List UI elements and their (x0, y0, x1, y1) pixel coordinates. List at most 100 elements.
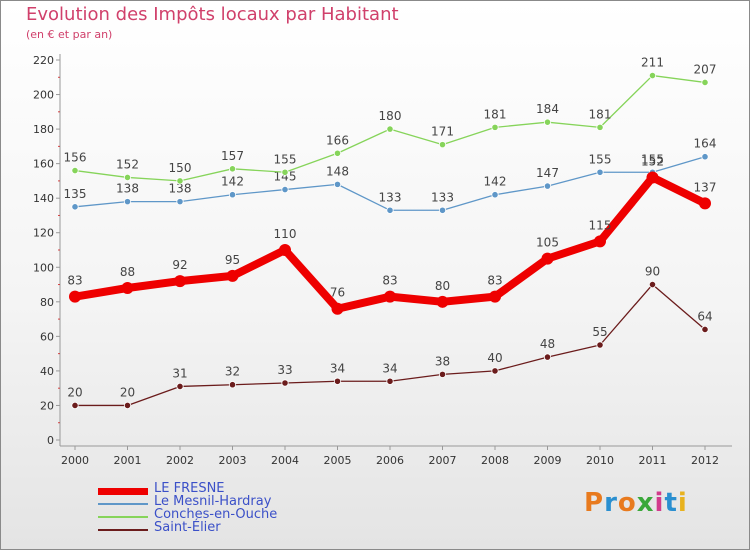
x-tick-label: 2008 (481, 454, 509, 467)
series-point-0 (226, 269, 239, 282)
series-point-0 (174, 275, 186, 288)
series-point-2 (228, 165, 237, 173)
data-label-0: 110 (274, 227, 297, 241)
x-tick-label: 2001 (114, 454, 142, 467)
data-label-1: 142 (221, 175, 244, 189)
data-label-0: 152 (641, 154, 664, 168)
data-label-2: 171 (431, 125, 454, 139)
data-label-1: 142 (484, 175, 507, 189)
data-label-2: 181 (589, 107, 612, 121)
chart-title: Evolution des Impôts locaux par Habitant (26, 4, 399, 25)
legend-label: Saint-Élier (154, 520, 221, 535)
series-line-3 (75, 283, 706, 407)
data-label-0: 92 (172, 258, 187, 272)
legend-label: Le Mesnil-Hardray (154, 494, 272, 509)
y-tick-label: 120 (33, 227, 54, 240)
data-label-1: 135 (64, 187, 87, 201)
data-label-2: 211 (641, 56, 664, 70)
series-point-2 (386, 125, 394, 133)
data-label-0: 115 (589, 218, 612, 232)
series-point-0 (699, 197, 711, 210)
legend-label: Conches-en-Ouche (154, 507, 278, 522)
legend-item: Saint-Élier (98, 520, 358, 537)
series-point-3 (176, 382, 184, 391)
data-label-2: 157 (221, 149, 244, 163)
series-point-3 (491, 367, 499, 375)
series-point-3 (333, 377, 342, 385)
series-point-0 (541, 252, 554, 265)
data-label-1: 164 (694, 137, 717, 151)
y-tick-label: 180 (33, 123, 54, 136)
data-label-1: 155 (589, 152, 612, 166)
data-label-2: 152 (116, 157, 139, 171)
legend-item: LE FRESNE (98, 481, 358, 498)
series-point-0 (489, 290, 501, 303)
legend-swatch (98, 503, 148, 505)
series-point-2 (701, 78, 709, 87)
data-label-0: 76 (330, 286, 345, 300)
x-tick-label: 2000 (61, 454, 89, 467)
y-tick-label: 220 (33, 54, 54, 67)
data-label-3: 31 (172, 366, 187, 380)
data-label-2: 156 (64, 151, 87, 165)
series-point-1 (491, 191, 499, 199)
series-point-3 (543, 353, 552, 361)
legend-swatch (98, 516, 148, 518)
chart-subtitle: (en € et par an) (26, 28, 113, 41)
legend-swatch (98, 529, 148, 531)
logo-letter: i (654, 488, 665, 518)
series-point-2 (281, 168, 289, 176)
series-point-0 (331, 302, 344, 315)
legend-item: Le Mesnil-Hardray (98, 494, 358, 511)
data-label-3: 20 (67, 385, 82, 399)
data-label-3: 90 (645, 265, 660, 279)
data-label-2: 155 (274, 152, 297, 166)
data-label-1: 138 (169, 182, 192, 196)
y-tick-label: 20 (40, 399, 54, 412)
series-point-1 (281, 185, 289, 194)
series-point-0 (279, 244, 291, 256)
data-label-3: 64 (697, 309, 712, 323)
series-point-0 (121, 282, 134, 294)
data-label-0: 88 (120, 265, 135, 279)
series-point-3 (701, 325, 709, 334)
logo-letter: x (636, 488, 655, 518)
series-point-3 (228, 381, 237, 389)
series-point-1 (701, 153, 709, 161)
data-label-2: 150 (169, 161, 192, 175)
data-label-1: 155 (641, 152, 664, 166)
y-tick-label: 200 (33, 89, 54, 102)
y-tick-label: 100 (33, 261, 54, 274)
series-point-2 (176, 177, 184, 185)
logo-letter: o (617, 488, 637, 518)
logo-letter: t (664, 488, 678, 518)
data-label-0: 80 (435, 279, 450, 293)
series-point-2 (648, 71, 657, 80)
series-point-3 (596, 341, 604, 349)
series-point-2 (438, 141, 447, 149)
data-label-1: 145 (274, 170, 297, 184)
x-tick-label: 2009 (534, 454, 562, 467)
data-label-2: 184 (536, 102, 559, 116)
data-label-3: 20 (120, 385, 135, 399)
y-tick-label: 40 (40, 365, 54, 378)
series-point-1 (386, 206, 394, 214)
series-point-3 (123, 401, 132, 410)
data-label-0: 105 (536, 236, 559, 250)
legend-label: LE FRESNE (154, 481, 225, 496)
series-point-2 (123, 173, 132, 182)
data-label-2: 180 (379, 109, 402, 123)
data-label-3: 48 (540, 337, 555, 351)
data-label-0: 83 (67, 274, 82, 288)
series-point-2 (491, 123, 499, 131)
series-point-2 (543, 118, 552, 126)
x-tick-label: 2003 (219, 454, 247, 467)
series-point-1 (176, 198, 184, 206)
data-label-3: 38 (435, 354, 450, 368)
series-point-1 (228, 191, 237, 199)
series-point-3 (648, 280, 657, 289)
data-label-2: 166 (326, 133, 349, 147)
data-label-0: 83 (382, 274, 397, 288)
series-point-0 (646, 171, 659, 184)
